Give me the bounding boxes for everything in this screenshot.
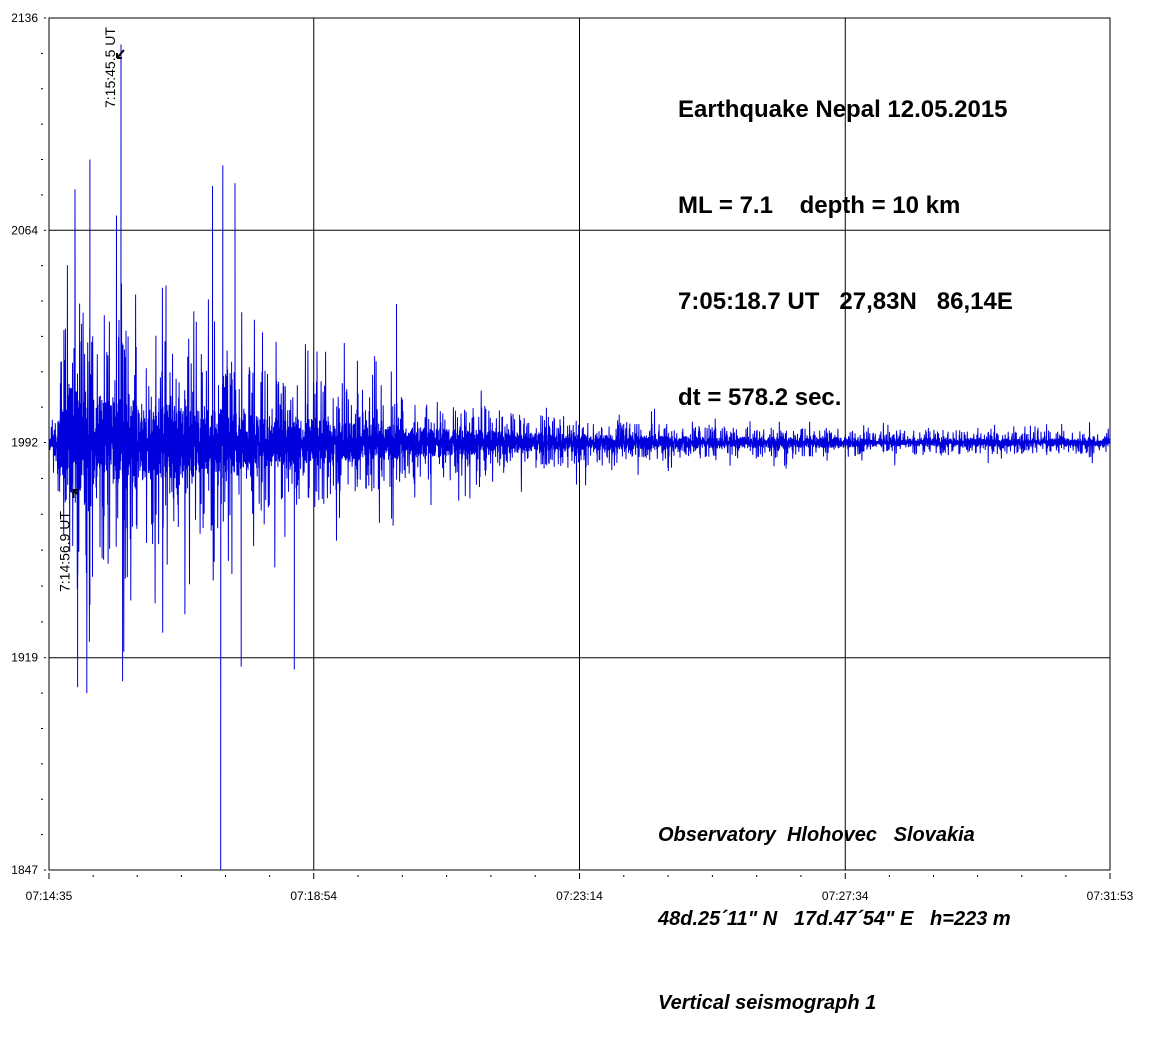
annotation-label: 7:15:45.5 UT <box>102 27 118 108</box>
y-tick-label: 1992 <box>11 436 38 450</box>
x-tick-label: 07:23:14 <box>556 889 603 903</box>
arrow-icon <box>115 49 125 59</box>
event-origin-location: 7:05:18.7 UT 27,83N 86,14E <box>678 288 1013 315</box>
event-magnitude-depth: ML = 7.1 depth = 10 km <box>678 192 961 219</box>
y-tick-label: 1919 <box>11 651 38 665</box>
event-title: Earthquake Nepal 12.05.2015 <box>678 96 1008 123</box>
x-tick-label: 07:27:34 <box>822 889 869 903</box>
y-tick-label: 2064 <box>11 223 38 237</box>
annotation-label: 7:14:56.9 UT <box>56 511 72 592</box>
y-tick-label: 1847 <box>11 863 38 877</box>
seismogram-chart: 2136 2064 1992 1919 1847 07:14:35 07:18:54 07:2… <box>11 11 1134 903</box>
x-tick-label: 07:31:53 <box>1087 889 1134 903</box>
seismogram-trace <box>48 44 1111 871</box>
station-info: Observatory Hlohovec Slovakia 48d.25´11"… <box>658 765 1011 1045</box>
station-name: Observatory Hlohovec Slovakia <box>658 824 975 846</box>
station-coordinates: 48d.25´11" N 17d.47´54" E h=223 m <box>658 908 1011 930</box>
y-tick-label: 2136 <box>11 11 38 25</box>
x-tick-label: 07:14:35 <box>26 889 73 903</box>
x-tick-label: 07:18:54 <box>290 889 337 903</box>
arrow-icon <box>72 489 79 498</box>
event-dt: dt = 578.2 sec. <box>678 384 842 411</box>
event-info: Earthquake Nepal 12.05.2015 ML = 7.1 dep… <box>678 30 1013 446</box>
station-instrument: Vertical seismograph 1 <box>658 992 877 1014</box>
